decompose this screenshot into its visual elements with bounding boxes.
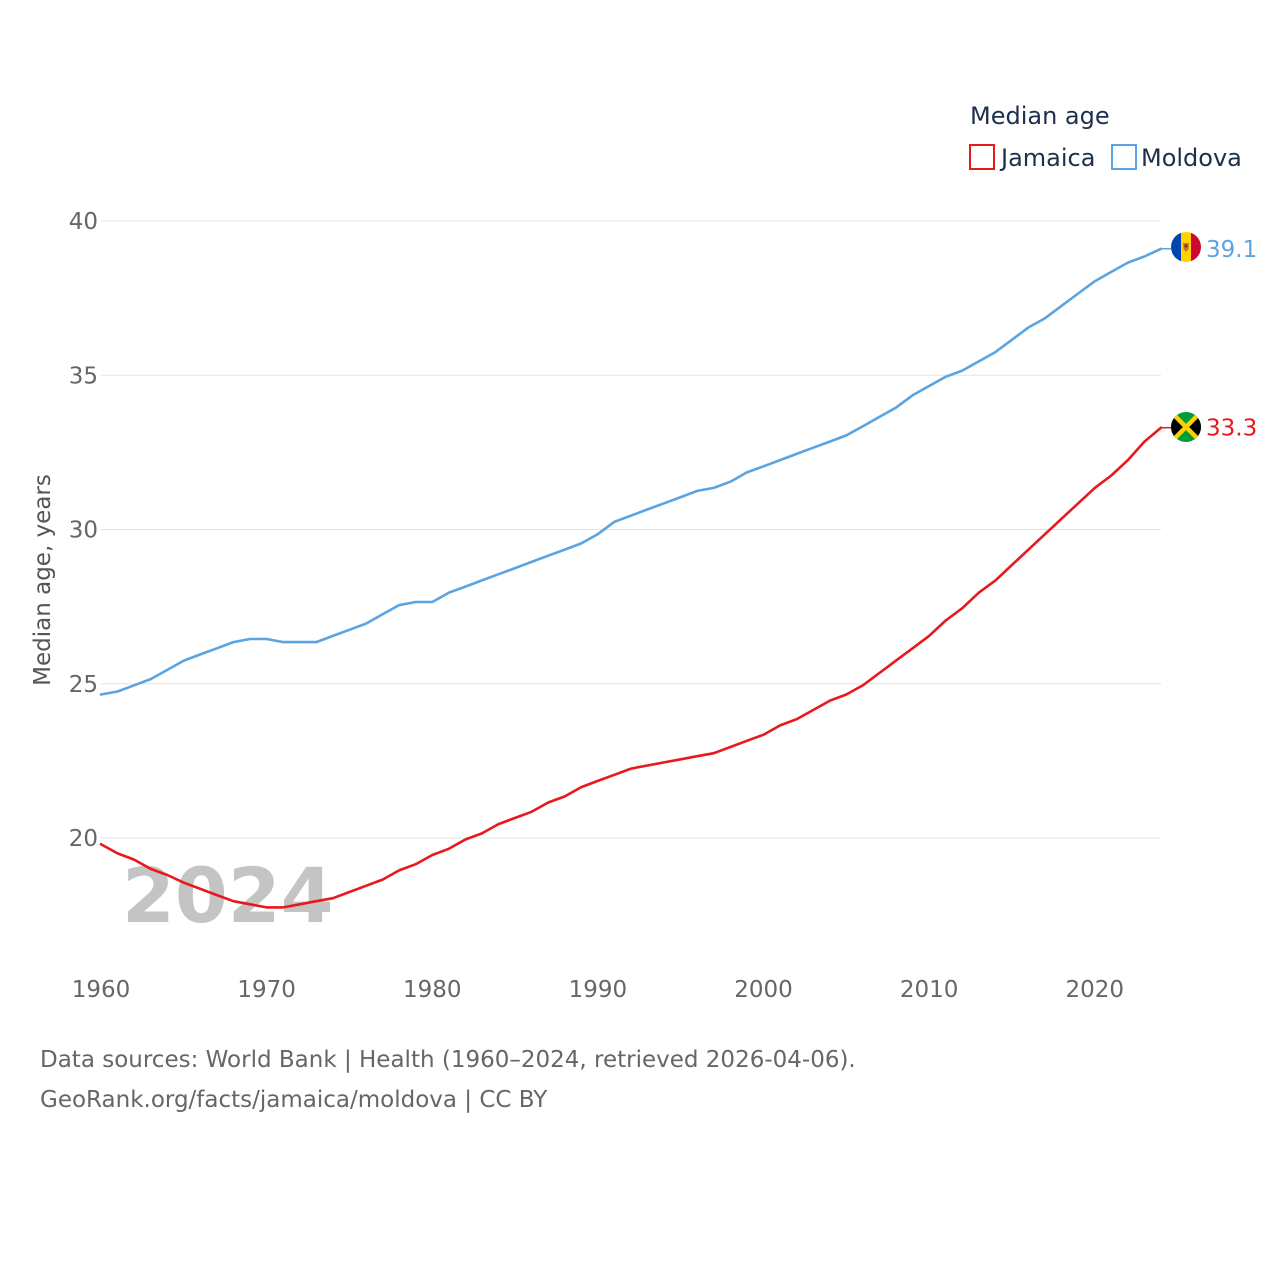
line-chart: Median age Jamaica Moldova Median age, y… <box>30 102 1257 1003</box>
x-tick-label: 1990 <box>569 977 628 1003</box>
x-tick-label: 1960 <box>72 977 131 1003</box>
legend-label-jamaica: Jamaica <box>999 144 1095 172</box>
y-tick-label: 35 <box>69 363 98 389</box>
x-tick-label: 2000 <box>734 977 793 1003</box>
series-lines <box>99 247 1163 909</box>
y-axis-ticks: 20 25 30 35 40 <box>69 209 98 852</box>
legend-swatch-moldova <box>1111 144 1137 170</box>
series-line-moldova[interactable] <box>99 247 1163 696</box>
legend-label-moldova: Moldova <box>1141 144 1242 172</box>
year-watermark: 2024 <box>122 851 334 940</box>
jamaica-flag-icon <box>1171 412 1201 442</box>
end-label-jamaica: 33.3 <box>1206 416 1257 442</box>
y-tick-label: 40 <box>69 209 98 235</box>
x-tick-label: 1970 <box>237 977 296 1003</box>
end-label-moldova: 39.1 <box>1206 237 1257 263</box>
y-axis-title: Median age, years <box>30 474 56 686</box>
legend-title: Median age <box>970 102 1110 130</box>
y-tick-label: 25 <box>69 672 98 698</box>
x-tick-label: 2020 <box>1065 977 1124 1003</box>
y-tick-label: 30 <box>69 518 98 544</box>
credit-link[interactable]: GeoRank.org/facts/jamaica/moldova | CC B… <box>40 1087 548 1113</box>
legend-swatch-jamaica <box>969 144 995 170</box>
end-labels: 33.3 39.1 <box>1161 237 1257 442</box>
series-line-jamaica[interactable] <box>99 426 1163 909</box>
legend-item-jamaica[interactable]: Jamaica <box>969 144 1095 172</box>
x-tick-label: 2010 <box>900 977 959 1003</box>
footer: Data sources: World Bank | Health (1960–… <box>40 1040 856 1120</box>
data-sources-note: Data sources: World Bank | Health (1960–… <box>40 1047 856 1073</box>
y-tick-label: 20 <box>69 826 98 852</box>
legend: Median age Jamaica Moldova <box>969 102 1242 172</box>
x-tick-label: 1980 <box>403 977 462 1003</box>
gridlines <box>101 220 1161 839</box>
x-axis-ticks: 1960 1970 1980 1990 2000 2010 2020 <box>72 977 1124 1003</box>
moldova-flag-icon <box>1171 232 1201 262</box>
legend-item-moldova[interactable]: Moldova <box>1111 144 1242 172</box>
